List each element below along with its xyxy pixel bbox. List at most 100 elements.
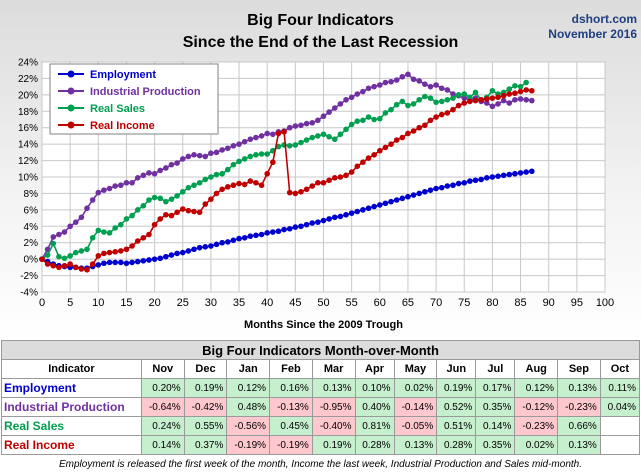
indicator-header: Indicator bbox=[1, 359, 142, 379]
legend-box bbox=[49, 63, 219, 135]
data-point bbox=[371, 203, 377, 210]
data-point bbox=[303, 221, 310, 228]
data-point bbox=[213, 241, 220, 248]
data-point bbox=[163, 165, 169, 171]
data-point bbox=[230, 237, 237, 244]
mom-value-cell: -0.19% bbox=[269, 435, 313, 455]
mom-value-cell: 0.12% bbox=[514, 378, 559, 398]
data-point bbox=[427, 117, 434, 124]
data-point bbox=[517, 83, 524, 90]
y-tick-label: 6% bbox=[24, 205, 39, 216]
data-point bbox=[360, 207, 366, 213]
data-point bbox=[50, 262, 57, 269]
data-point bbox=[422, 93, 428, 100]
data-point bbox=[191, 152, 197, 158]
x-tick-label: 90 bbox=[543, 297, 555, 309]
data-point bbox=[303, 186, 310, 193]
data-point bbox=[151, 194, 158, 201]
x-tick-label: 0 bbox=[39, 297, 45, 309]
mom-value-cell: 0.66% bbox=[557, 416, 601, 436]
data-point bbox=[134, 258, 141, 265]
data-point bbox=[151, 221, 158, 228]
data-point bbox=[416, 78, 423, 84]
y-tick-label: 10% bbox=[18, 173, 38, 184]
y-tick-label: 18% bbox=[18, 107, 38, 118]
data-point bbox=[146, 197, 152, 203]
mom-value-cell: 0.13% bbox=[311, 378, 356, 398]
data-point bbox=[461, 91, 468, 97]
mom-value-cell: 0.52% bbox=[436, 397, 477, 417]
data-point bbox=[174, 209, 180, 216]
source-label: dshort.com bbox=[571, 12, 637, 26]
data-point bbox=[309, 134, 316, 141]
data-point bbox=[483, 96, 490, 102]
data-point bbox=[348, 121, 355, 128]
data-point bbox=[270, 229, 276, 235]
x-tick-label: 40 bbox=[261, 297, 273, 309]
data-point bbox=[123, 216, 130, 222]
data-point bbox=[202, 153, 209, 160]
data-point bbox=[303, 120, 310, 127]
data-point bbox=[213, 171, 220, 178]
data-point bbox=[467, 178, 473, 184]
data-point bbox=[292, 224, 299, 230]
data-point bbox=[168, 212, 175, 219]
series-line-real-income bbox=[41, 89, 532, 271]
table-body: Employment 0.20% 0.19% 0.12% 0.16% 0.13% 0.10%… bbox=[1, 378, 641, 455]
data-point bbox=[247, 136, 254, 143]
data-point bbox=[44, 261, 51, 267]
data-point bbox=[78, 214, 85, 221]
data-point bbox=[258, 133, 265, 139]
data-point bbox=[219, 170, 225, 177]
data-point bbox=[185, 207, 192, 214]
data-point bbox=[123, 246, 130, 253]
mom-value-cell: 0.14% bbox=[475, 416, 516, 436]
mom-value-cell: 0.12% bbox=[226, 378, 271, 398]
data-point bbox=[337, 131, 344, 138]
data-point bbox=[118, 182, 124, 189]
data-point bbox=[326, 177, 332, 184]
data-point bbox=[112, 225, 118, 231]
data-point bbox=[523, 79, 529, 86]
mom-value-cell: 0.37% bbox=[183, 435, 228, 455]
footnote: Employment is released the first week of… bbox=[58, 459, 583, 470]
y-tick-label: 14% bbox=[18, 140, 38, 151]
data-point bbox=[506, 100, 513, 106]
data-point bbox=[337, 101, 344, 107]
month-header: Jun bbox=[436, 359, 477, 379]
x-tick-label: 10 bbox=[92, 297, 104, 309]
data-point bbox=[382, 144, 389, 151]
data-point bbox=[95, 253, 102, 259]
x-tick-label: 5 bbox=[67, 297, 73, 309]
data-point bbox=[219, 186, 225, 193]
data-point bbox=[134, 175, 141, 181]
data-point bbox=[483, 100, 490, 106]
data-point bbox=[61, 262, 68, 269]
mom-value-cell: 0.16% bbox=[269, 378, 313, 398]
data-point bbox=[241, 234, 248, 241]
month-header: May bbox=[393, 359, 438, 379]
data-point bbox=[427, 187, 434, 193]
data-point bbox=[371, 83, 377, 90]
data-point bbox=[202, 201, 209, 207]
data-point bbox=[95, 262, 102, 268]
data-point bbox=[219, 147, 225, 153]
data-point bbox=[382, 200, 389, 207]
data-point bbox=[191, 208, 197, 215]
data-point bbox=[348, 94, 355, 101]
data-point bbox=[365, 205, 372, 212]
data-point bbox=[461, 179, 468, 186]
data-point bbox=[281, 129, 287, 135]
data-point bbox=[202, 176, 209, 183]
data-point bbox=[174, 193, 180, 199]
data-point bbox=[377, 115, 383, 122]
data-point bbox=[44, 252, 51, 258]
data-point bbox=[478, 96, 484, 103]
data-point bbox=[388, 78, 394, 85]
data-point bbox=[253, 134, 259, 141]
mom-value-cell: 0.11% bbox=[599, 378, 641, 398]
x-tick-label: 100 bbox=[596, 297, 614, 309]
data-point bbox=[168, 161, 175, 168]
data-point bbox=[365, 114, 372, 120]
